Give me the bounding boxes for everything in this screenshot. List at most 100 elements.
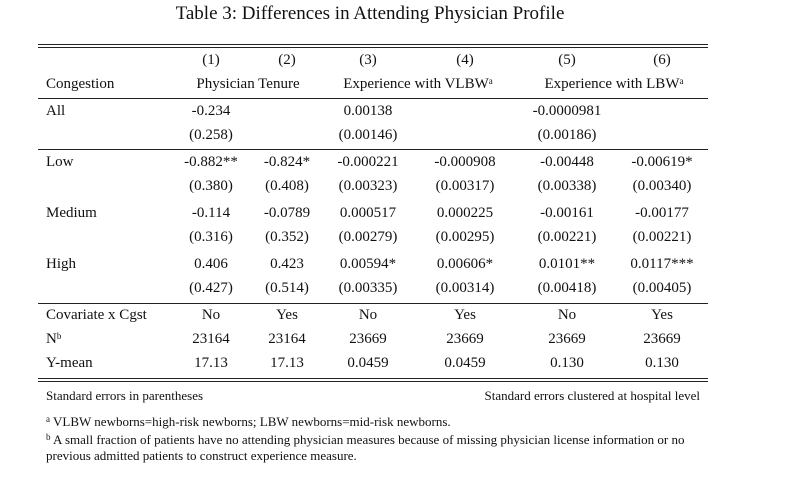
std-error: (0.00314) [435, 280, 495, 296]
group-header-tenure: Physician Tenure [196, 76, 300, 92]
estimate: 0.000225 [436, 205, 494, 221]
footnote-mark: a [46, 414, 50, 424]
row-label-header: Congestion [46, 76, 115, 92]
footnote-b: b A small fraction of patients have no a… [46, 432, 685, 463]
column-numbers-row: (1) (2) (3) (4) (5) (6) [38, 49, 708, 73]
stat-value: 0.0459 [347, 355, 389, 371]
regression-table: (1) (2) (3) (4) (5) (6) Congestion Physi… [38, 49, 708, 376]
std-error: (0.00317) [435, 178, 495, 194]
estimate: -0.0000981 [532, 103, 602, 119]
footer-left: Standard errors in parentheses [46, 388, 204, 403]
estimate: -0.234 [191, 103, 231, 119]
std-error: (0.00338) [537, 178, 597, 194]
std-error: (0.514) [265, 280, 309, 296]
stats-rule [38, 303, 708, 304]
std-error: (0.00221) [632, 229, 692, 245]
col-number: (6) [653, 52, 671, 68]
column-groups-row: Congestion Physician Tenure Experience w… [38, 73, 708, 97]
estimate: 0.423 [270, 256, 304, 272]
stat-value: 0.130 [645, 355, 679, 371]
estimate: -0.00177 [635, 205, 689, 221]
std-error: (0.00340) [632, 178, 692, 194]
std-error: (0.352) [265, 229, 309, 245]
std-error: (0.00335) [338, 280, 398, 296]
estimate: 0.00594* [339, 256, 397, 272]
estimate: -0.0789 [263, 205, 311, 221]
stat-value: 23669 [548, 331, 586, 347]
row-label: All [46, 103, 66, 119]
std-error: (0.316) [189, 229, 233, 245]
estimate: 0.406 [194, 256, 228, 272]
top-rule [38, 44, 708, 45]
col-number: (4) [456, 52, 474, 68]
row-medium-estimates: Medium -0.114 -0.0789 0.000517 0.000225 … [38, 202, 708, 226]
row-label: Nb [46, 331, 62, 347]
row-low-se: (0.380) (0.408) (0.00323) (0.00317) (0.0… [38, 175, 708, 199]
stat-value: Yes [651, 307, 673, 323]
std-error: (0.408) [265, 178, 309, 194]
row-label: High [46, 256, 76, 272]
estimate: -0.882** [184, 154, 238, 170]
estimate: -0.000221 [337, 154, 399, 170]
estimate: 0.00138 [343, 103, 393, 119]
estimate: -0.000908 [434, 154, 496, 170]
bottom-rule-inner [38, 381, 708, 382]
stat-value: 17.13 [194, 355, 228, 371]
row-label: Medium [46, 205, 97, 221]
footnote-mark: b [46, 432, 51, 442]
estimate: -0.824* [263, 154, 311, 170]
std-error: (0.00323) [338, 178, 398, 194]
estimate: -0.114 [191, 205, 231, 221]
row-label: Low [46, 154, 74, 170]
std-error: (0.00186) [537, 127, 597, 143]
stat-value: 23164 [192, 331, 230, 347]
estimate: 0.0117*** [630, 256, 694, 272]
estimate: 0.00606* [436, 256, 494, 272]
estimate: 0.000517 [339, 205, 397, 221]
col-number: (3) [359, 52, 377, 68]
row-high-estimates: High 0.406 0.423 0.00594* 0.00606* 0.010… [38, 253, 708, 277]
stat-value: 23164 [268, 331, 306, 347]
table-title: Table 3: Differences in Attending Physic… [175, 3, 565, 24]
col-number: (5) [558, 52, 576, 68]
row-all-se: (0.258) (0.00146) (0.00186) [38, 124, 708, 148]
footnote-a: a VLBW newborns=high-risk newborns; LBW … [46, 414, 451, 429]
stat-value: 0.130 [550, 355, 584, 371]
estimate: -0.00161 [540, 205, 594, 221]
stat-value: Yes [276, 307, 298, 323]
group-header-lbw: Experience with LBWa [544, 76, 684, 92]
std-error: (0.00221) [537, 229, 597, 245]
bottom-rule [38, 378, 708, 379]
footer-right: Standard errors clustered at hospital le… [484, 388, 700, 403]
std-error: (0.00405) [632, 280, 692, 296]
header-rule [38, 98, 708, 99]
stat-value: No [358, 307, 378, 323]
row-all-estimates: All -0.234 0.00138 -0.0000981 [38, 100, 708, 124]
stat-value: Yes [454, 307, 476, 323]
std-error: (0.380) [189, 178, 233, 194]
stat-value: 17.13 [270, 355, 304, 371]
row-label: Y-mean [46, 355, 93, 371]
row-ymean: Y-mean 17.13 17.13 0.0459 0.0459 0.130 0… [38, 352, 708, 376]
stat-value: 23669 [446, 331, 484, 347]
estimate: -0.00448 [540, 154, 594, 170]
stat-value: 23669 [349, 331, 387, 347]
stat-value: 0.0459 [444, 355, 486, 371]
stat-value: No [201, 307, 221, 323]
std-error: (0.00146) [338, 127, 398, 143]
estimate: -0.00619* [631, 154, 693, 170]
std-error: (0.00295) [435, 229, 495, 245]
std-error: (0.427) [189, 280, 233, 296]
row-low-estimates: Low -0.882** -0.824* -0.000221 -0.000908… [38, 151, 708, 175]
estimate: 0.0101** [538, 256, 596, 272]
std-error: (0.258) [189, 127, 233, 143]
col-number: (2) [278, 52, 296, 68]
group-header-vlbw: Experience with VLBWa [343, 76, 493, 92]
stat-value: No [557, 307, 577, 323]
row-n: Nb 23164 23164 23669 23669 23669 23669 [38, 328, 708, 352]
all-rule [38, 149, 708, 150]
std-error: (0.00418) [537, 280, 597, 296]
top-rule-inner [38, 47, 708, 48]
col-number: (1) [202, 52, 220, 68]
stat-value: 23669 [643, 331, 681, 347]
